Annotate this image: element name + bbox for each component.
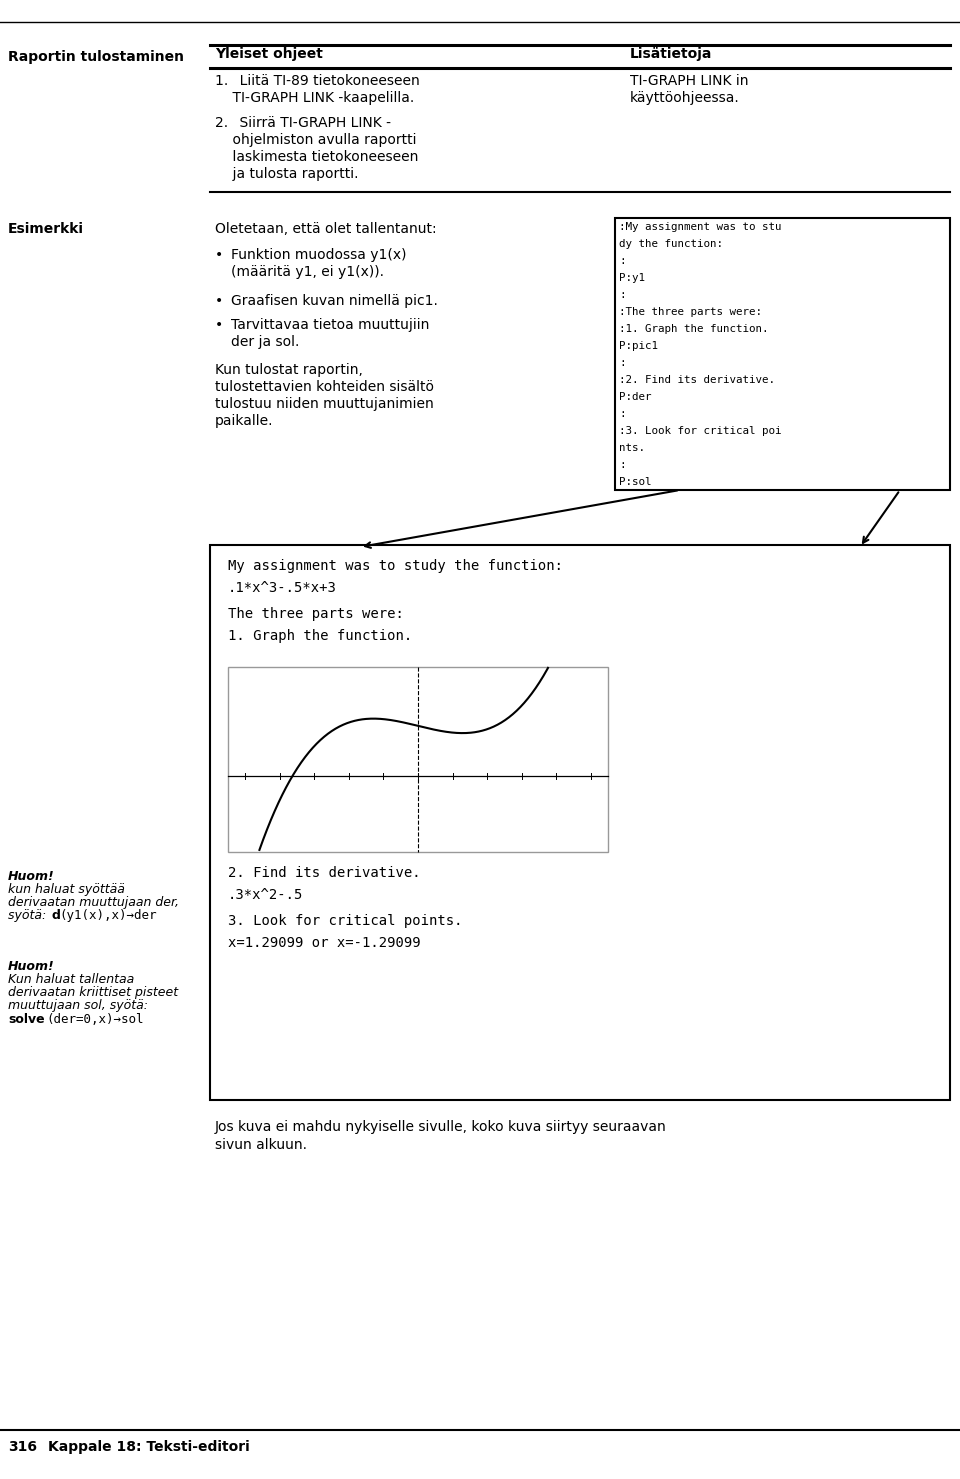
Text: ohjelmiston avulla raportti: ohjelmiston avulla raportti — [215, 133, 417, 146]
Text: 1.  Liitä TI-89 tietokoneeseen: 1. Liitä TI-89 tietokoneeseen — [215, 74, 420, 87]
Text: derivaatan muuttujaan der,: derivaatan muuttujaan der, — [8, 896, 179, 910]
Text: TI-GRAPH LINK -kaapelilla.: TI-GRAPH LINK -kaapelilla. — [215, 92, 415, 105]
Text: Huom!: Huom! — [8, 870, 55, 883]
Text: •: • — [215, 318, 224, 331]
Text: P:pic1: P:pic1 — [619, 342, 658, 351]
Text: Raportin tulostaminen: Raportin tulostaminen — [8, 50, 184, 64]
Text: 3. Look for critical points.: 3. Look for critical points. — [228, 914, 463, 927]
Text: Kappale 18: Teksti-editori: Kappale 18: Teksti-editori — [48, 1441, 250, 1454]
Text: 1. Graph the function.: 1. Graph the function. — [228, 629, 412, 643]
Text: (y1(x),x)→der: (y1(x),x)→der — [59, 910, 156, 921]
Text: x=1.29099 or x=-1.29099: x=1.29099 or x=-1.29099 — [228, 936, 420, 950]
Text: dy the function:: dy the function: — [619, 240, 723, 248]
Text: muuttujaan sol, syötä:: muuttujaan sol, syötä: — [8, 998, 148, 1012]
Bar — [615, 217, 950, 490]
Text: P:sol: P:sol — [619, 478, 652, 487]
Text: :: : — [619, 358, 626, 368]
Text: käyttöohjeessa.: käyttöohjeessa. — [630, 92, 740, 105]
Text: Funktion muodossa y1(x): Funktion muodossa y1(x) — [231, 248, 406, 262]
Text: :: : — [619, 256, 626, 266]
Text: 2.  Siirrä TI-GRAPH LINK -: 2. Siirrä TI-GRAPH LINK - — [215, 115, 391, 130]
Text: Lisätietoja: Lisätietoja — [630, 47, 712, 61]
Text: Yleiset ohjeet: Yleiset ohjeet — [215, 47, 323, 61]
Text: :: : — [619, 410, 626, 419]
Text: Jos kuva ei mahdu nykyiselle sivulle, koko kuva siirtyy seuraavan: Jos kuva ei mahdu nykyiselle sivulle, ko… — [215, 1120, 667, 1134]
Bar — [210, 544, 950, 1100]
Text: (määritä y1, ei y1(x)).: (määritä y1, ei y1(x)). — [231, 265, 384, 280]
Text: :The three parts were:: :The three parts were: — [619, 308, 762, 317]
Text: :3. Look for critical poi: :3. Look for critical poi — [619, 426, 781, 436]
Text: :2. Find its derivative.: :2. Find its derivative. — [619, 376, 775, 385]
Text: paikalle.: paikalle. — [215, 414, 274, 427]
Text: Esimerkki: Esimerkki — [8, 222, 84, 237]
Text: The three parts were:: The three parts were: — [228, 606, 404, 621]
Text: :: : — [619, 290, 626, 300]
Text: tulostettavien kohteiden sisältö: tulostettavien kohteiden sisältö — [215, 380, 434, 393]
Text: 316: 316 — [8, 1441, 37, 1454]
Text: •: • — [215, 248, 224, 262]
Bar — [228, 667, 608, 852]
Text: My assignment was to study the function:: My assignment was to study the function: — [228, 559, 563, 572]
Text: laskimesta tietokoneeseen: laskimesta tietokoneeseen — [215, 149, 419, 164]
Text: sivun alkuun.: sivun alkuun. — [215, 1137, 307, 1152]
Text: P:y1: P:y1 — [619, 274, 645, 282]
Text: solve: solve — [8, 1013, 44, 1026]
Text: kun haluat syöttää: kun haluat syöttää — [8, 883, 125, 896]
Text: (der=0,x)→sol: (der=0,x)→sol — [46, 1013, 143, 1026]
Text: 2. Find its derivative.: 2. Find its derivative. — [228, 867, 420, 880]
Text: Oletetaan, että olet tallentanut:: Oletetaan, että olet tallentanut: — [215, 222, 437, 237]
Text: •: • — [215, 294, 224, 308]
Text: Tarvittavaa tietoa muuttujiin: Tarvittavaa tietoa muuttujiin — [231, 318, 429, 331]
Text: .1*x^3-.5*x+3: .1*x^3-.5*x+3 — [228, 581, 337, 595]
Text: tulostuu niiden muuttujanimien: tulostuu niiden muuttujanimien — [215, 396, 434, 411]
Text: syötä:: syötä: — [8, 910, 57, 921]
Text: Kun tulostat raportin,: Kun tulostat raportin, — [215, 362, 363, 377]
Text: :1. Graph the function.: :1. Graph the function. — [619, 324, 769, 334]
Text: derivaatan kriittiset pisteet: derivaatan kriittiset pisteet — [8, 986, 179, 998]
Text: .3*x^2-.5: .3*x^2-.5 — [228, 887, 303, 902]
Text: nts.: nts. — [619, 444, 645, 453]
Text: Kun haluat tallentaa: Kun haluat tallentaa — [8, 973, 134, 986]
Text: ja tulosta raportti.: ja tulosta raportti. — [215, 167, 358, 180]
Text: Huom!: Huom! — [8, 960, 55, 973]
Text: P:der: P:der — [619, 392, 652, 402]
Text: :My assignment was to stu: :My assignment was to stu — [619, 222, 781, 232]
Text: TI-GRAPH LINK in: TI-GRAPH LINK in — [630, 74, 749, 87]
Text: d: d — [52, 910, 60, 921]
Text: Graafisen kuvan nimellä pic1.: Graafisen kuvan nimellä pic1. — [231, 294, 438, 308]
Text: der ja sol.: der ja sol. — [231, 336, 300, 349]
Text: :: : — [619, 460, 626, 470]
